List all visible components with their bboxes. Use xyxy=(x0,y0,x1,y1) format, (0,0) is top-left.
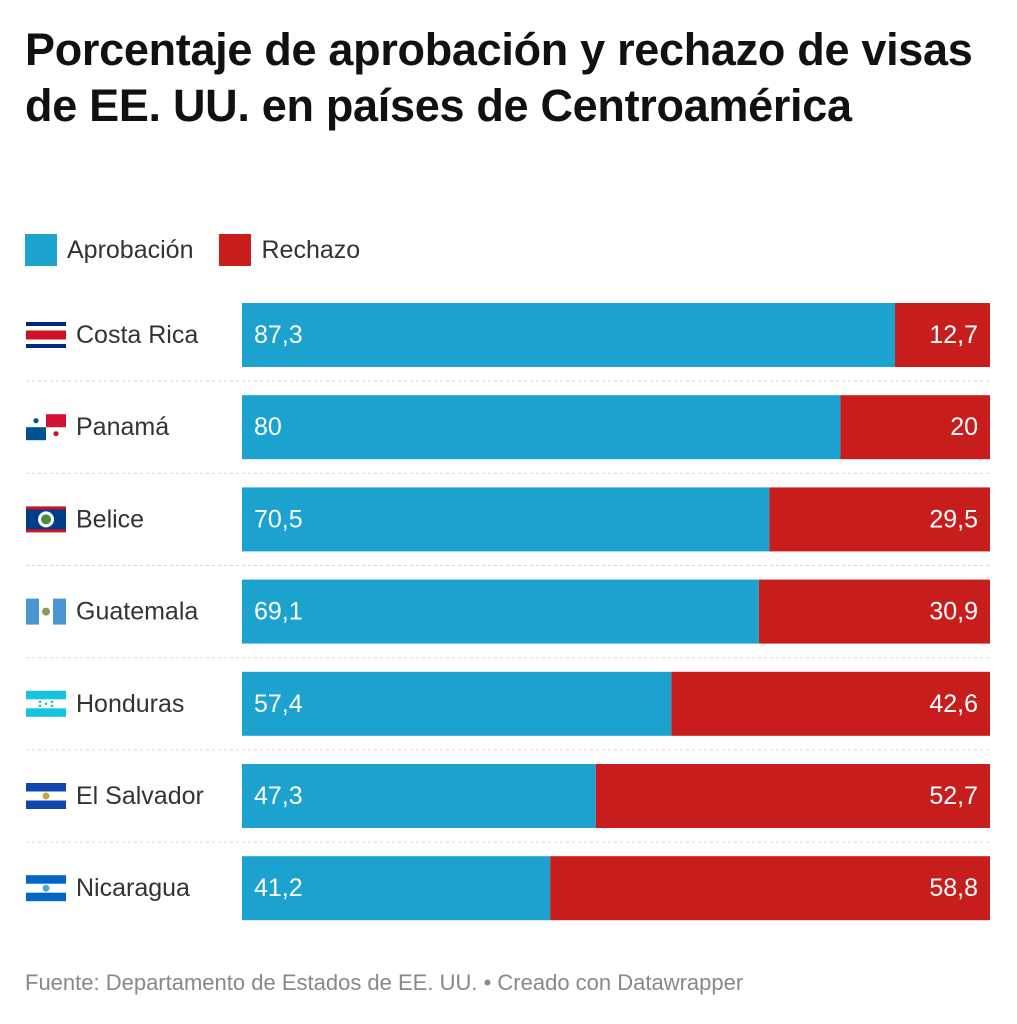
flag-emblem xyxy=(42,607,50,616)
data-label: 42,6 xyxy=(929,690,978,718)
flag-emblem xyxy=(33,418,39,424)
chart-title: Porcentaje de aprobación y rechazo de vi… xyxy=(25,24,973,131)
stacked-bar-chart: Costa Rica 87,3 12,7 Panamá 80 20 Belice 70,5 29… xyxy=(26,303,990,921)
flag-part xyxy=(26,598,39,625)
legend-label-approval: Aprobación xyxy=(67,235,194,264)
flag-part xyxy=(53,598,66,625)
country-label: Nicaragua xyxy=(76,874,190,902)
country-label: Panamá xyxy=(76,413,169,441)
data-label: 80 xyxy=(254,413,282,441)
bar-segment xyxy=(242,764,596,828)
flag-emblem xyxy=(50,704,54,708)
flag-emblem xyxy=(53,431,59,437)
bar-segment xyxy=(769,487,990,552)
flag-emblem xyxy=(50,700,54,704)
bar-segment xyxy=(840,395,990,460)
data-label: 20 xyxy=(950,413,978,441)
data-label: 57,4 xyxy=(254,690,303,718)
flag-emblem xyxy=(41,514,51,525)
bar-segment xyxy=(242,579,759,644)
data-label: 58,8 xyxy=(929,874,978,902)
bar-segment xyxy=(242,671,672,736)
legend-swatch-approval xyxy=(25,234,57,266)
data-label: 12,7 xyxy=(929,321,978,349)
bar-segment xyxy=(595,764,990,828)
country-label: Costa Rica xyxy=(76,321,198,349)
bar-segment xyxy=(242,487,770,552)
flag-part xyxy=(26,427,46,441)
legend-item-rejection: Rechazo xyxy=(219,234,360,266)
nicaragua-flag-icon xyxy=(26,875,66,902)
flag-emblem xyxy=(42,792,50,800)
bar-segment xyxy=(671,671,990,736)
guatemala-flag-icon xyxy=(26,598,66,625)
flag-emblem xyxy=(38,704,42,708)
belize-flag-icon xyxy=(26,506,66,533)
flag-emblem xyxy=(44,702,48,706)
data-label: 70,5 xyxy=(254,505,303,533)
flag-part xyxy=(46,414,66,428)
source-note: Fuente: Departamento de Estados de EE. U… xyxy=(25,970,744,995)
bar-segment xyxy=(242,856,551,921)
flag-emblem xyxy=(38,700,42,704)
data-label: 52,7 xyxy=(929,782,978,810)
data-label: 41,2 xyxy=(254,874,303,902)
bar-segment xyxy=(895,303,990,367)
data-label: 29,5 xyxy=(929,505,978,533)
flag-emblem xyxy=(42,884,50,892)
country-label: Honduras xyxy=(76,690,184,718)
honduras-flag-icon xyxy=(26,690,66,717)
data-label: 47,3 xyxy=(254,782,303,810)
bar-segment xyxy=(242,303,896,367)
legend-item-approval: Aprobación xyxy=(25,234,193,266)
legend-swatch-rejection xyxy=(219,234,252,266)
panama-flag-icon xyxy=(26,414,66,441)
flag-part xyxy=(26,330,66,340)
bar-segment xyxy=(758,579,990,644)
bar-segment xyxy=(550,856,990,921)
data-label: 30,9 xyxy=(929,598,978,626)
data-label: 69,1 xyxy=(254,598,303,626)
country-label: Guatemala xyxy=(76,598,198,626)
bar-segment xyxy=(242,395,841,460)
data-label: 87,3 xyxy=(254,321,303,349)
legend-label-rejection: Rechazo xyxy=(261,235,361,264)
country-label: Belice xyxy=(76,505,144,533)
legend: Aprobación Rechazo xyxy=(25,234,386,266)
country-label: El Salvador xyxy=(76,782,204,810)
el-salvador-flag-icon xyxy=(26,783,66,809)
costa-rica-flag-icon xyxy=(26,322,66,348)
